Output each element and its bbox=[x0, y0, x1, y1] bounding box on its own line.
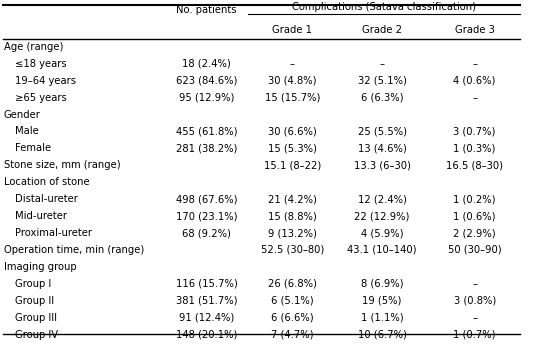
Text: 1 (0.7%): 1 (0.7%) bbox=[453, 329, 496, 339]
Text: 3 (0.8%): 3 (0.8%) bbox=[454, 296, 496, 306]
Text: –: – bbox=[380, 59, 385, 69]
Text: Group I: Group I bbox=[15, 279, 51, 289]
Text: 15 (15.7%): 15 (15.7%) bbox=[265, 93, 320, 103]
Text: 623 (84.6%): 623 (84.6%) bbox=[176, 76, 237, 86]
Text: 15.1 (8–22): 15.1 (8–22) bbox=[264, 160, 321, 170]
Text: 52.5 (30–80): 52.5 (30–80) bbox=[261, 245, 324, 255]
Text: 18 (2.4%): 18 (2.4%) bbox=[182, 59, 231, 69]
Text: 15 (5.3%): 15 (5.3%) bbox=[268, 143, 317, 153]
Text: Age (range): Age (range) bbox=[4, 42, 63, 52]
Text: Grade 2: Grade 2 bbox=[362, 25, 402, 35]
Text: 19 (5%): 19 (5%) bbox=[362, 296, 402, 306]
Text: 1 (0.2%): 1 (0.2%) bbox=[453, 194, 496, 204]
Text: 50 (30–90): 50 (30–90) bbox=[448, 245, 502, 255]
Text: 6 (6.6%): 6 (6.6%) bbox=[271, 312, 314, 323]
Text: 1 (0.3%): 1 (0.3%) bbox=[454, 143, 496, 153]
Text: 12 (2.4%): 12 (2.4%) bbox=[358, 194, 406, 204]
Text: 30 (6.6%): 30 (6.6%) bbox=[268, 126, 317, 136]
Text: 1 (1.1%): 1 (1.1%) bbox=[361, 312, 404, 323]
Text: 3 (0.7%): 3 (0.7%) bbox=[454, 126, 496, 136]
Text: 19–64 years: 19–64 years bbox=[15, 76, 76, 86]
Text: –: – bbox=[472, 279, 477, 289]
Text: ≤18 years: ≤18 years bbox=[15, 59, 66, 69]
Text: 148 (20.1%): 148 (20.1%) bbox=[176, 329, 237, 339]
Text: 9 (13.2%): 9 (13.2%) bbox=[268, 228, 317, 238]
Text: Imaging group: Imaging group bbox=[4, 262, 77, 272]
Text: 1 (0.6%): 1 (0.6%) bbox=[453, 211, 496, 221]
Text: 10 (6.7%): 10 (6.7%) bbox=[358, 329, 406, 339]
Text: –: – bbox=[472, 312, 477, 323]
Text: No. patients: No. patients bbox=[176, 5, 237, 15]
Text: ≥65 years: ≥65 years bbox=[15, 93, 66, 103]
Text: 170 (23.1%): 170 (23.1%) bbox=[176, 211, 238, 221]
Text: 13 (4.6%): 13 (4.6%) bbox=[358, 143, 406, 153]
Text: 25 (5.5%): 25 (5.5%) bbox=[357, 126, 407, 136]
Text: 22 (12.9%): 22 (12.9%) bbox=[355, 211, 410, 221]
Text: –: – bbox=[290, 59, 295, 69]
Text: Proximal-ureter: Proximal-ureter bbox=[15, 228, 92, 238]
Text: 30 (4.8%): 30 (4.8%) bbox=[268, 76, 317, 86]
Text: Group II: Group II bbox=[15, 296, 54, 306]
Text: Group III: Group III bbox=[15, 312, 57, 323]
Text: 68 (9.2%): 68 (9.2%) bbox=[182, 228, 231, 238]
Text: 4 (0.6%): 4 (0.6%) bbox=[454, 76, 496, 86]
Text: –: – bbox=[472, 59, 477, 69]
Text: 6 (5.1%): 6 (5.1%) bbox=[271, 296, 314, 306]
Text: 2 (2.9%): 2 (2.9%) bbox=[453, 228, 496, 238]
Text: 16.5 (8–30): 16.5 (8–30) bbox=[446, 160, 503, 170]
Text: 6 (6.3%): 6 (6.3%) bbox=[361, 93, 404, 103]
Text: Mid-ureter: Mid-ureter bbox=[15, 211, 67, 221]
Text: Grade 1: Grade 1 bbox=[273, 25, 312, 35]
Text: Group IV: Group IV bbox=[15, 329, 58, 339]
Text: 116 (15.7%): 116 (15.7%) bbox=[176, 279, 238, 289]
Text: 8 (6.9%): 8 (6.9%) bbox=[361, 279, 404, 289]
Text: 281 (38.2%): 281 (38.2%) bbox=[176, 143, 237, 153]
Text: 26 (6.8%): 26 (6.8%) bbox=[268, 279, 317, 289]
Text: 32 (5.1%): 32 (5.1%) bbox=[358, 76, 406, 86]
Text: Complications (Satava classification): Complications (Satava classification) bbox=[292, 1, 475, 12]
Text: –: – bbox=[472, 93, 477, 103]
Text: 43.1 (10–140): 43.1 (10–140) bbox=[348, 245, 417, 255]
Text: Distal-ureter: Distal-ureter bbox=[15, 194, 78, 204]
Text: 381 (51.7%): 381 (51.7%) bbox=[176, 296, 238, 306]
Text: 4 (5.9%): 4 (5.9%) bbox=[361, 228, 404, 238]
Text: Male: Male bbox=[15, 126, 39, 136]
Text: Location of stone: Location of stone bbox=[4, 177, 89, 187]
Text: Gender: Gender bbox=[4, 109, 41, 120]
Text: 21 (4.2%): 21 (4.2%) bbox=[268, 194, 317, 204]
Text: Grade 3: Grade 3 bbox=[455, 25, 494, 35]
Text: Female: Female bbox=[15, 143, 51, 153]
Text: 455 (61.8%): 455 (61.8%) bbox=[176, 126, 238, 136]
Text: 13.3 (6–30): 13.3 (6–30) bbox=[354, 160, 411, 170]
Text: 7 (4.7%): 7 (4.7%) bbox=[271, 329, 314, 339]
Text: 91 (12.4%): 91 (12.4%) bbox=[179, 312, 234, 323]
Text: 498 (67.6%): 498 (67.6%) bbox=[176, 194, 238, 204]
Text: Stone size, mm (range): Stone size, mm (range) bbox=[4, 160, 120, 170]
Text: Operation time, min (range): Operation time, min (range) bbox=[4, 245, 144, 255]
Text: 95 (12.9%): 95 (12.9%) bbox=[179, 93, 234, 103]
Text: 15 (8.8%): 15 (8.8%) bbox=[268, 211, 317, 221]
